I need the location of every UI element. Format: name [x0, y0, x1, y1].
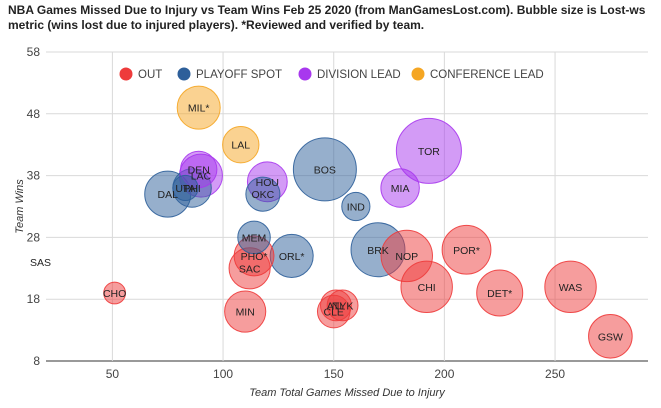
x-axis-title: Team Total Games Missed Due to Injury: [249, 387, 446, 399]
bubble-mem: [237, 220, 271, 255]
bubble-label: OKC: [252, 189, 275, 201]
bubble-label: PHI: [183, 183, 201, 195]
bubble-gsw: [588, 313, 633, 359]
y-tick-label: 48: [27, 107, 41, 121]
bubble-bos: [292, 137, 357, 202]
legend-label: PLAYOFF SPOT: [196, 69, 282, 81]
bubble-mia: [380, 168, 420, 208]
bubble-cho: [103, 281, 127, 305]
y-tick-label: 38: [27, 169, 41, 183]
bubble-label: DEN: [188, 164, 210, 176]
bubble-label: MIL*: [188, 103, 210, 115]
bubble-label: UTA: [175, 183, 195, 195]
bubble-tor: [395, 117, 462, 184]
legend-label: CONFERENCE LEAD: [430, 69, 544, 81]
legend-label: DIVISION LEAD: [317, 69, 401, 81]
y-tick-label: 28: [27, 230, 41, 244]
x-tick-label: 150: [324, 367, 344, 381]
bubble-label: CHI: [418, 282, 436, 294]
bubble-label: SAC: [239, 263, 261, 275]
bubble-label: DAL: [158, 189, 179, 201]
y-tick-label: 58: [27, 45, 41, 59]
bubble-label: TOR: [418, 146, 440, 158]
bubble-label: ORL*: [279, 251, 305, 263]
bubble-nyk: [326, 289, 359, 322]
bubble-label: SAS: [30, 257, 51, 269]
bubble-label: CLE: [324, 307, 344, 319]
bubble-chi: [400, 260, 453, 314]
bubble-lal: [222, 126, 260, 164]
bubble-min: [224, 290, 267, 333]
y-tick-label: 18: [27, 292, 41, 306]
legend-marker: [298, 67, 312, 81]
bubble-label: LAC: [191, 171, 212, 183]
bubble-label: BRK: [367, 245, 389, 257]
y-axis-title: Team Wins: [14, 179, 26, 234]
bubble-label: DET*: [487, 288, 512, 300]
bubble-label: NYK: [332, 300, 354, 312]
bubble-was: [544, 260, 597, 314]
bubble-label: POR*: [453, 245, 480, 257]
bubble-uta: [172, 174, 199, 202]
bubble-label: HOU: [256, 177, 279, 189]
y-tick-label: 8: [33, 354, 40, 368]
bubble-label: ATL: [327, 300, 346, 312]
x-tick-label: 50: [106, 367, 120, 381]
legend-marker: [119, 67, 133, 81]
x-tick-label: 250: [545, 367, 565, 381]
bubble-label: LAL: [231, 140, 250, 152]
bubble-label: IND: [347, 202, 366, 214]
bubble-label: MIA: [391, 183, 410, 195]
bubble-ind: [341, 191, 371, 222]
bubble-okc: [245, 176, 281, 212]
bubble-label: BOS: [314, 164, 336, 176]
chart-title: NBA Games Missed Due to Injury vs Team W…: [8, 3, 646, 32]
x-tick-label: 100: [213, 367, 233, 381]
bubble-label: MEM: [242, 232, 267, 244]
bubble-det: [476, 269, 524, 317]
bubble-label: PHO*: [241, 251, 268, 263]
bubble-por: [441, 224, 492, 275]
legend-marker: [177, 67, 191, 81]
legend-marker: [411, 67, 425, 81]
bubble-label: WAS: [559, 282, 583, 294]
bubble-mil: [176, 85, 221, 130]
bubble-label: NOP: [395, 251, 418, 263]
bubble-label: GSW: [598, 331, 623, 343]
bubble-label: MIN: [236, 307, 255, 319]
bubble-label: CHO: [103, 288, 126, 300]
x-tick-label: 200: [434, 367, 454, 381]
legend-label: OUT: [138, 69, 162, 81]
